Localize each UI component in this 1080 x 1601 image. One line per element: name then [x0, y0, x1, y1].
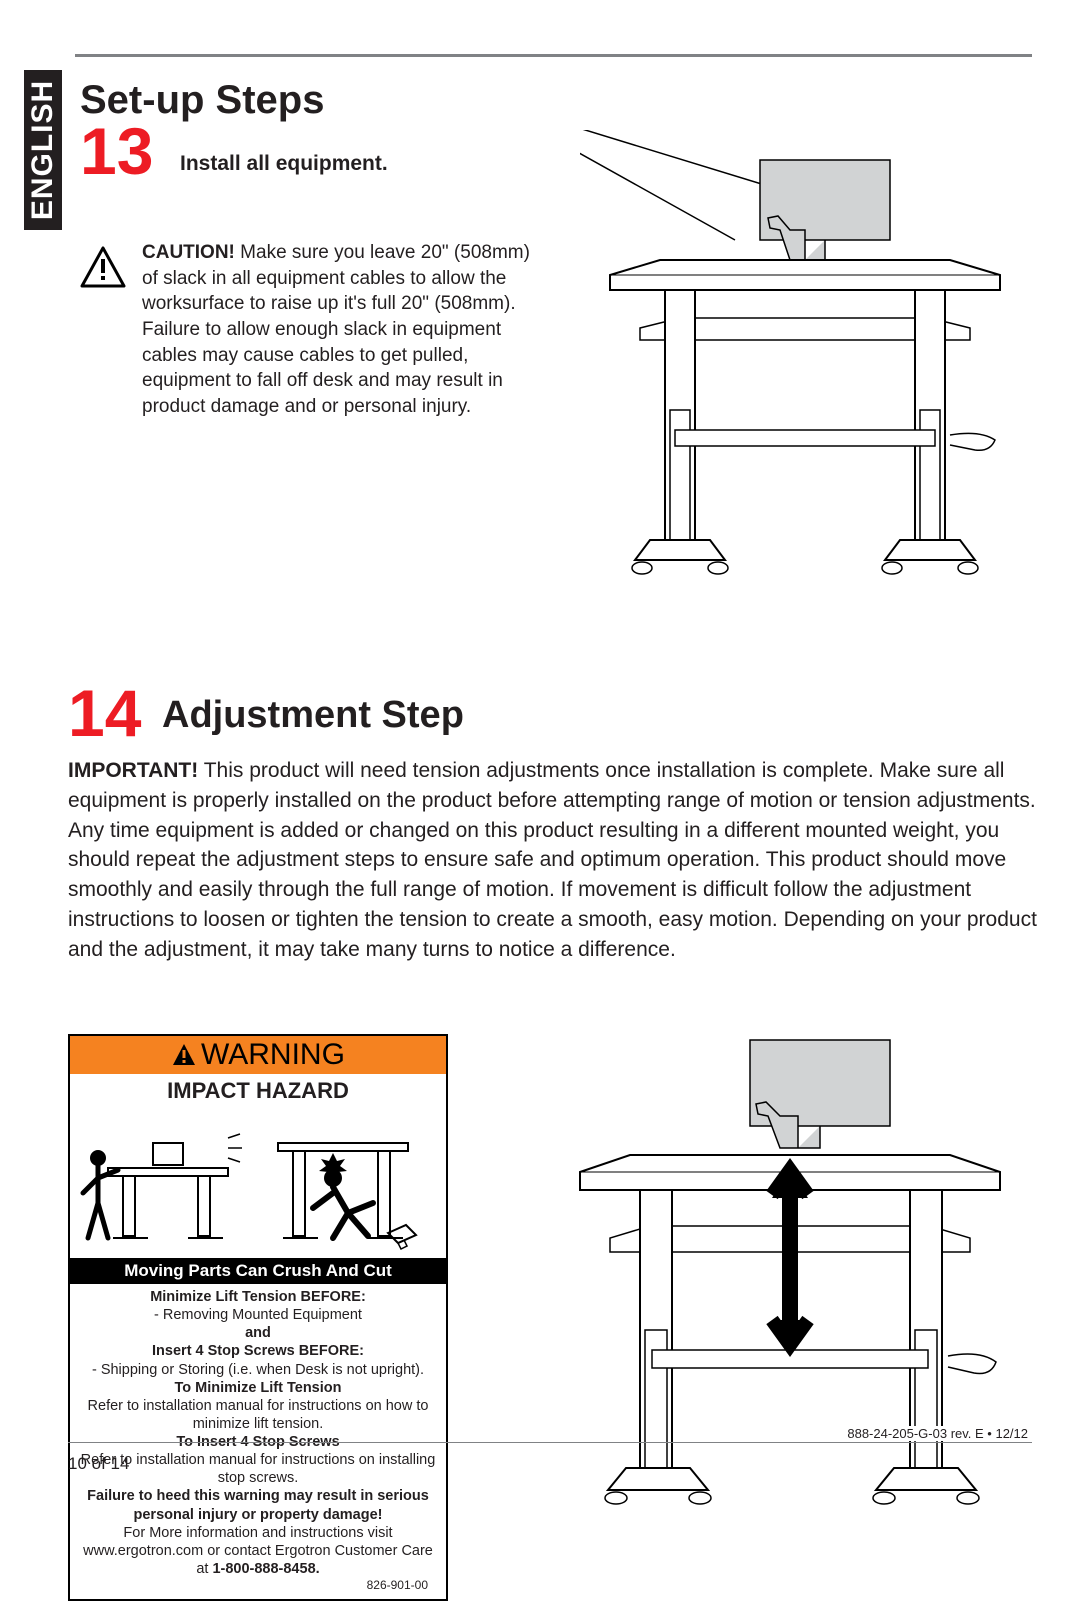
warn-more: For More information and instructions vi…	[80, 1524, 436, 1578]
language-tab: ENGLISH	[24, 70, 62, 230]
step-13-number: 13	[80, 118, 153, 184]
top-rule	[75, 54, 1032, 57]
moving-parts-bar: Moving Parts Can Crush And Cut	[70, 1258, 446, 1284]
warn-fail: Failure to heed this warning may result …	[80, 1487, 436, 1523]
impact-hazard: IMPACT HAZARD	[70, 1074, 446, 1108]
step-13-label: Install all equipment.	[180, 152, 388, 176]
step-14-number: 14	[68, 680, 141, 746]
warning-triangle-icon	[171, 1042, 197, 1068]
warn-line3: Refer to installation manual for instruc…	[80, 1397, 436, 1433]
caution-text: CAUTION! Make sure you leave 20" (508mm)…	[142, 240, 532, 419]
warn-line4: Refer to installation manual for instruc…	[80, 1451, 436, 1487]
hazard-illustration	[70, 1108, 446, 1258]
warn-line2: - Shipping or Storing (i.e. when Desk is…	[80, 1361, 436, 1379]
step-14-title: Adjustment Step	[162, 694, 464, 737]
warning-header: WARNING	[70, 1036, 446, 1074]
warn-and: and	[80, 1324, 436, 1342]
desk-figure-top	[580, 130, 1030, 610]
warn-docnum: 826-901-00	[80, 1578, 436, 1593]
warning-header-text: WARNING	[201, 1038, 345, 1072]
caution-body: Make sure you leave 20" (508mm) of slack…	[142, 242, 530, 417]
bottom-rule	[68, 1442, 1032, 1443]
warn-line1: - Removing Mounted Equipment	[80, 1306, 436, 1324]
warn-line3b: To Minimize Lift Tension	[80, 1379, 436, 1397]
important-lead: IMPORTANT!	[68, 759, 198, 782]
warn-line2b: Insert 4 Stop Screws BEFORE:	[80, 1342, 436, 1360]
warning-box: WARNING IMPACT HAZARD	[68, 1034, 448, 1601]
page-number: 10 of 14	[68, 1454, 129, 1474]
caution-icon	[80, 246, 126, 288]
revision: 888-24-205-G-03 rev. E • 12/12	[843, 1426, 1032, 1441]
desk-figure-bottom	[560, 1020, 1040, 1550]
warn-line1b: Minimize Lift Tension BEFORE:	[80, 1288, 436, 1306]
important-text: IMPORTANT! This product will need tensio…	[68, 756, 1043, 965]
important-body: This product will need tension adjustmen…	[68, 759, 1037, 961]
language-label: ENGLISH	[26, 80, 60, 220]
caution-lead: CAUTION!	[142, 242, 235, 263]
